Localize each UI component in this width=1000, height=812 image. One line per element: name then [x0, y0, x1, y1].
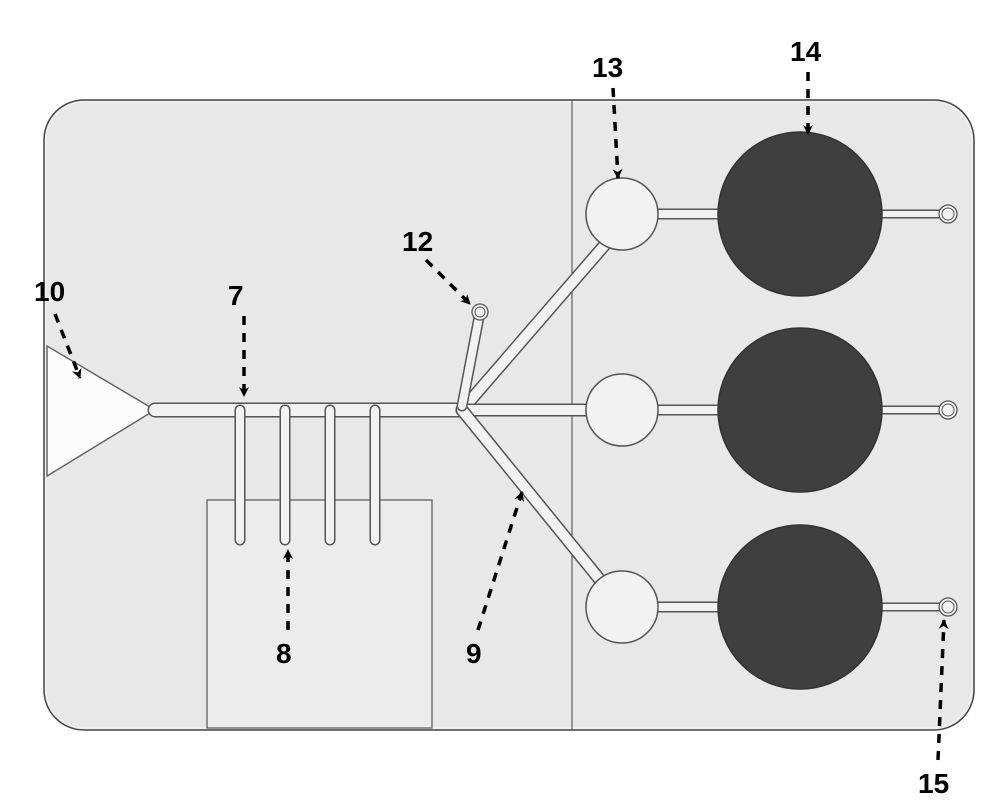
light-well-0 — [586, 178, 658, 250]
callout-label-7: 7 — [228, 280, 244, 312]
light-well-2 — [586, 571, 658, 643]
light-well-1 — [586, 374, 658, 446]
callout-label-13: 13 — [592, 52, 623, 84]
callout-label-12: 12 — [402, 226, 433, 258]
dark-well-1 — [718, 328, 882, 492]
vent-port — [472, 304, 488, 320]
dark-well-0 — [718, 132, 882, 296]
callout-label-15: 15 — [918, 768, 949, 800]
callout-label-9: 9 — [466, 638, 482, 670]
callout-label-10: 10 — [34, 276, 65, 308]
dark-well-2 — [718, 525, 882, 689]
callout-label-14: 14 — [790, 36, 821, 68]
diagram-svg — [0, 0, 1000, 812]
callout-label-8: 8 — [276, 638, 292, 670]
